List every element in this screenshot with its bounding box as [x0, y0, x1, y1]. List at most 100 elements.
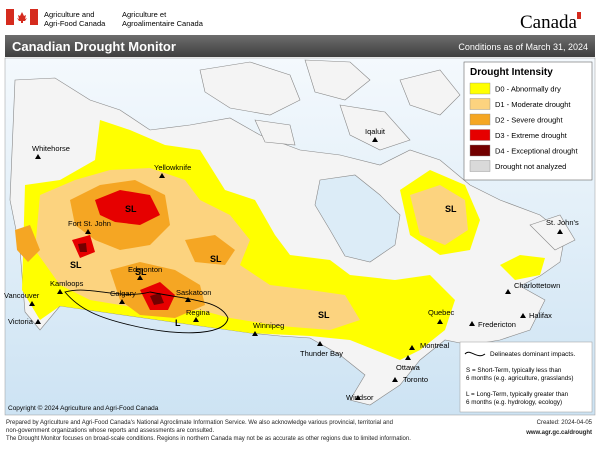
dept-fr: Agroalimentaire Canada	[122, 19, 204, 28]
city-marker	[520, 313, 526, 318]
city-label: Vancouver	[4, 291, 40, 300]
city-label: Victoria	[8, 317, 34, 326]
svg-text:Agriculture and: Agriculture and	[44, 10, 94, 19]
drought-areas	[15, 120, 545, 360]
impacts-short: 6 months (e.g. agriculture, grasslands)	[466, 375, 573, 382]
cities: Iqaluit Whitehorse Yellowknife Fort St. Joh…	[4, 127, 579, 402]
city-marker	[193, 317, 199, 322]
legend-label: D3 - Extreme drought	[495, 131, 568, 140]
svg-text:6 months (e.g. hydrology, ecol: 6 months (e.g. hydrology, ecology)	[466, 399, 562, 406]
impact-label: SL	[135, 267, 147, 277]
footer-created: Created: 2024-04-05	[537, 420, 593, 426]
svg-text:L = Long-Term, typically great: L = Long-Term, typically greater than	[466, 391, 569, 398]
impacts-short: S = Short-Term, typically less than	[466, 367, 562, 374]
impact-label: SL	[125, 204, 137, 214]
city-label: Whitehorse	[32, 144, 70, 153]
city-label: Saskatoon	[176, 288, 211, 297]
city-marker	[557, 229, 563, 234]
svg-text:Agri-Food Canada: Agri-Food Canada	[44, 19, 106, 28]
drought-area	[500, 255, 545, 280]
city-marker	[392, 377, 398, 382]
city-marker	[119, 299, 125, 304]
header: Agriculture and Agri-Food Canada Agricul…	[6, 9, 581, 33]
impact-label: SL	[445, 204, 457, 214]
impacts-long: 6 months (e.g. hydrology, ecology)	[466, 399, 562, 406]
impacts-line: Delineates dominant impacts.	[490, 351, 575, 358]
legend-swatch	[469, 82, 491, 95]
city-marker	[85, 229, 91, 234]
conditions: Conditions as of March 31, 2024	[458, 42, 588, 52]
city-marker	[29, 301, 35, 306]
city-label: Quebec	[428, 308, 455, 317]
impacts-long: L = Long-Term, typically greater than	[466, 391, 569, 398]
city-label: Iqaluit	[365, 127, 386, 136]
svg-text:6 months (e.g. agriculture, gr: 6 months (e.g. agriculture, grasslands)	[466, 375, 573, 382]
city-marker	[35, 154, 41, 159]
city-label: Edmonton	[128, 265, 162, 274]
city-label: Kamloops	[50, 279, 84, 288]
drought-area	[78, 243, 87, 252]
legend-swatch	[469, 160, 491, 172]
city-label: Halifax	[529, 311, 552, 320]
svg-text:Agriculture et: Agriculture et	[122, 10, 167, 19]
dept-en: Agri-Food Canada	[44, 19, 106, 28]
city-marker	[137, 275, 143, 280]
city-label: Toronto	[403, 375, 428, 384]
title: Canadian Drought Monitor	[12, 39, 176, 54]
wordmark: Canada	[520, 12, 578, 33]
legend-swatch	[469, 113, 491, 126]
city-label: Montreal	[420, 341, 450, 350]
impact-label: SL	[318, 310, 330, 320]
drought-area	[15, 225, 40, 262]
svg-text:S = Short-Term, typically less: S = Short-Term, typically less than	[466, 367, 562, 374]
hudson-bay	[314, 174, 401, 263]
city-marker	[469, 321, 475, 326]
dept-en: Agriculture and	[44, 10, 94, 19]
impact-labels: SL SL SL SL SL SL L	[70, 204, 457, 328]
footer-url: www.agr.gc.ca/drought	[525, 430, 592, 436]
drought-area	[410, 185, 468, 245]
legend-label: Drought not analyzed	[495, 162, 566, 171]
city-marker	[35, 319, 41, 324]
city-marker	[57, 289, 63, 294]
legend-label: D0 - Abnormally dry	[495, 85, 561, 94]
impact-boundary	[64, 289, 229, 334]
legend-label: D1 - Moderate drought	[495, 100, 571, 109]
impact-label: SL	[210, 254, 222, 264]
svg-text:Agroalimentaire Canada: Agroalimentaire Canada	[122, 19, 204, 28]
city-label: Fort St. John	[68, 219, 111, 228]
city-label: Yellowknife	[154, 163, 191, 172]
city-marker	[405, 355, 411, 360]
legend-label: D4 - Exceptional drought	[495, 147, 578, 156]
legend-swatch	[469, 129, 491, 141]
dept-fr: Agriculture et	[122, 10, 167, 19]
city-marker	[159, 173, 165, 178]
city-label: Thunder Bay	[300, 349, 343, 358]
legend-label: D2 - Severe drought	[495, 116, 563, 125]
city-label: Regina	[186, 308, 211, 317]
city-label: Fredericton	[478, 320, 516, 329]
title-bar	[5, 35, 595, 57]
legend: Drought Intensity D0 - Abnormally dry D1 …	[463, 61, 593, 181]
city-marker	[355, 395, 361, 400]
impact-label: L	[175, 318, 181, 328]
drought-area	[185, 235, 235, 265]
city-marker	[409, 345, 415, 350]
impacts-key: Delineates dominant impacts. S = Short-T…	[459, 341, 593, 413]
city-label: St. John's	[546, 218, 579, 227]
footer-prepared: Prepared by Agriculture and Agri-Food Ca…	[6, 420, 393, 426]
city-label: Winnipeg	[253, 321, 284, 330]
copyright: Copyright © 2024 Agriculture and Agri-Fo…	[8, 404, 159, 412]
footer-prepared: non-government organizations whose repor…	[6, 428, 214, 434]
city-label: Calgary	[110, 289, 136, 298]
city-marker	[372, 137, 378, 142]
city-marker	[437, 319, 443, 324]
city-marker	[252, 331, 258, 336]
legend-swatch	[469, 144, 491, 157]
city-marker	[185, 297, 191, 302]
city-label: Charlottetown	[514, 281, 560, 290]
legend-swatch	[469, 98, 491, 110]
city-marker	[505, 289, 511, 294]
city-label: Ottawa	[396, 363, 421, 372]
